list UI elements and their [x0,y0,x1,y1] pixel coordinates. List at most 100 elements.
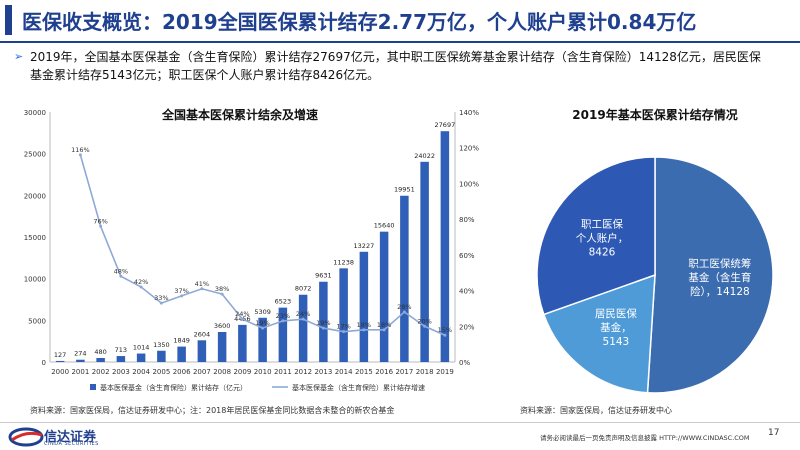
summary-text: 2019年，全国基本医保基金（含生育保险）累计结存27697亿元，其中职工医保统… [30,50,761,82]
bar [157,350,166,362]
growth-label: 116% [71,146,90,154]
bar [76,359,85,362]
x-tick-label: 2012 [294,368,312,376]
bar-line-chart-svg: 全国基本医保累计结余及增速 0 5000 10000 15000 20000 25000 3… [24,107,480,392]
growth-point [402,310,406,314]
bar-value-label: 24022 [414,152,435,160]
growth-point [200,287,204,291]
pie-chart: 2019年基本医保累计结存情况 职工医保统筹 基金（含生育 险），14128 居民医保… [520,100,790,405]
x-tick-label: 2001 [71,368,89,376]
bar-value-label: 6523 [275,298,292,306]
right-tick-label: 120% [459,145,479,153]
pie-slice [646,156,774,394]
logo-text: 信达证券 [44,430,97,445]
growth-point [119,274,123,278]
x-tick-label: 2011 [274,368,292,376]
growth-point [362,328,366,332]
pie-slice-label: 8426 [589,247,616,259]
growth-label: 24% [235,310,249,318]
bar-value-label: 9631 [315,272,332,280]
bar [197,340,207,362]
growth-label: 76% [93,217,107,225]
bar [238,324,247,362]
right-tick-label: 100% [459,180,479,188]
bar-value-label: 5309 [254,308,271,316]
pie-slice-label: 职工医保统筹 [688,257,751,270]
x-tick-label: 2005 [152,368,170,376]
growth-point [281,319,285,323]
left-tick-label: 20000 [24,192,46,200]
growth-label: 18% [357,321,371,329]
pie-slice-label: 个人账户， [576,232,629,245]
pie-slice [536,156,656,316]
growth-label: 38% [215,285,229,293]
footer-disclaimer: 请务必阅读最后一页免责声明及信息披露 HTTP://WWW.CINDASC.CO… [540,434,750,442]
right-tick-label: 20% [459,323,475,331]
growth-point [180,294,184,298]
x-tick-label: 2017 [395,368,413,376]
bullet-arrow-icon: ➢ [14,50,24,63]
x-tick-label: 2015 [355,368,373,376]
bar [400,195,409,362]
logo-subtext: CINDA SECURITIES [44,441,99,447]
page-number: 17 [768,428,780,438]
bar-value-label: 13227 [354,242,375,250]
right-tick-label: 80% [459,216,475,224]
growth-label: 42% [134,278,148,286]
pie-slice-label: 基金， [600,321,632,334]
pie-slice-label: 基金（含生育 [688,271,751,284]
x-tick-label: 2014 [335,368,353,376]
right-tick-label: 60% [459,252,475,260]
growth-point [301,317,305,321]
bar [116,356,126,362]
source-right: 资料来源：国家医保局，信达证券研发中心 [520,406,672,415]
growth-label: 19% [316,319,330,327]
bar [440,131,450,362]
bar-value-label: 713 [115,346,127,354]
cinda-logo-icon [8,427,44,447]
x-tick-label: 2008 [213,368,231,376]
x-tick-label: 2010 [254,368,272,376]
x-tick-label: 2019 [436,368,454,376]
growth-point [342,330,346,334]
growth-point [443,333,447,337]
growth-label: 17% [336,323,350,331]
growth-label: 20% [417,317,431,325]
bar-value-label: 274 [74,350,86,358]
bar-value-label: 480 [94,348,106,356]
growth-label: 37% [174,287,188,295]
left-tick-label: 30000 [24,109,46,117]
bar [420,161,429,362]
growth-label: 33% [154,294,168,302]
left-tick-label: 5000 [28,317,46,325]
bar-chart-title: 全国基本医保累计结余及增速 [161,107,318,122]
bar [96,358,105,362]
left-tick-label: 0 [42,359,46,367]
bar [177,346,186,362]
growth-point [240,317,244,321]
x-tick-label: 2004 [132,368,150,376]
growth-point [382,328,386,332]
growth-label: 24% [296,310,310,318]
title-bar: 医保收支概览：2019全国医保累计结存2.77万亿，个人账户累计0.84万亿 [0,0,800,40]
growth-label: 15% [438,326,452,334]
right-tick-label: 40% [459,288,475,296]
x-tick-label: 2007 [193,368,211,376]
bar-value-label: 1849 [173,337,190,345]
x-tick-label: 2002 [92,368,110,376]
bar-value-label: 3600 [214,322,231,330]
footer-divider [0,422,800,423]
growth-label: 23% [276,312,290,320]
growth-point [321,326,325,330]
growth-label: 48% [114,267,128,275]
bar-value-label: 127 [54,351,66,359]
x-tick-label: 2003 [112,368,130,376]
pie-slice [542,273,656,394]
bar [217,332,227,362]
left-tick-label: 25000 [24,151,46,159]
left-tick-label: 10000 [24,276,46,284]
right-tick-label: 140% [459,109,479,117]
pie-slice-label: 险），14128 [690,285,750,298]
x-tick-label: 2000 [51,368,69,376]
growth-point [99,224,103,228]
